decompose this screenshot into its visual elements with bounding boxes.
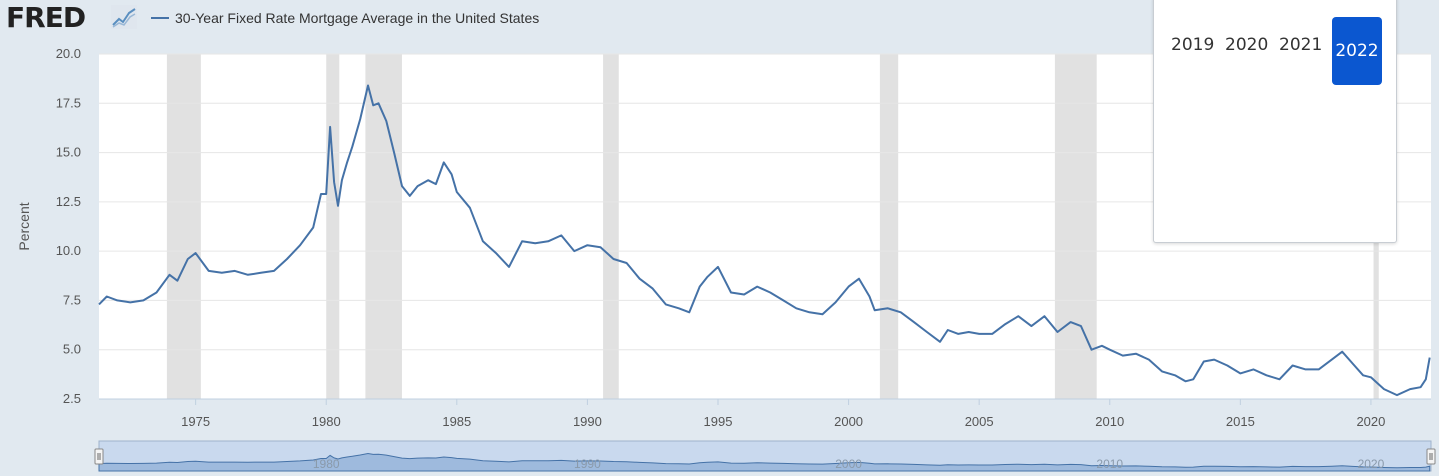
year-picker-popup: 2019 2020 2021 2022 <box>1153 0 1397 243</box>
year-option-2019[interactable]: 2019 <box>1171 35 1215 55</box>
navigator-tick-label: 1980 <box>313 457 340 471</box>
x-tick-label: 2015 <box>1226 414 1255 429</box>
y-axis-label: Percent <box>16 202 32 250</box>
recession-band <box>879 54 899 399</box>
recession-band <box>166 54 201 399</box>
navigator-tick-label: 2000 <box>835 457 862 471</box>
x-tick-label: 1975 <box>181 414 210 429</box>
y-tick-label: 5.0 <box>63 342 81 357</box>
fred-logo[interactable]: FRED <box>6 1 86 34</box>
year-option-2021[interactable]: 2021 <box>1279 35 1323 55</box>
recession-band <box>326 54 340 399</box>
y-tick-label: 10.0 <box>56 243 81 258</box>
legend-line-marker <box>151 17 169 19</box>
navigator-handle[interactable] <box>94 448 104 465</box>
navigator-tick-label: 2010 <box>1096 457 1123 471</box>
x-tick-label: 2010 <box>1095 414 1124 429</box>
y-tick-label: 7.5 <box>63 292 81 307</box>
recession-band <box>365 54 402 399</box>
x-tick-label: 1980 <box>312 414 341 429</box>
x-tick-label: 2000 <box>834 414 863 429</box>
x-tick-label: 1985 <box>442 414 471 429</box>
navigator-tick-label: 1990 <box>574 457 601 471</box>
navigator-tick-label: 2020 <box>1358 457 1385 471</box>
recession-band <box>603 54 619 399</box>
x-tick-label: 1995 <box>704 414 733 429</box>
year-option-2020[interactable]: 2020 <box>1225 35 1269 55</box>
recession-band <box>1054 54 1097 399</box>
y-tick-label: 15.0 <box>56 145 81 160</box>
logo-graph-icon <box>111 5 137 29</box>
x-tick-label: 2005 <box>965 414 994 429</box>
y-tick-label: 20.0 <box>56 46 81 61</box>
navigator-series <box>98 452 1431 472</box>
x-tick-label: 1990 <box>573 414 602 429</box>
year-option-2022-selected[interactable]: 2022 <box>1332 17 1382 85</box>
y-tick-label: 12.5 <box>56 194 81 209</box>
navigator-handle[interactable] <box>1426 448 1436 465</box>
chart-legend[interactable]: 30-Year Fixed Rate Mortgage Average in t… <box>151 8 539 28</box>
legend-label: 30-Year Fixed Rate Mortgage Average in t… <box>175 10 540 26</box>
series-line <box>98 84 1431 397</box>
y-tick-label: 2.5 <box>63 391 81 406</box>
y-tick-label: 17.5 <box>56 95 81 110</box>
x-tick-label: 2020 <box>1356 414 1385 429</box>
